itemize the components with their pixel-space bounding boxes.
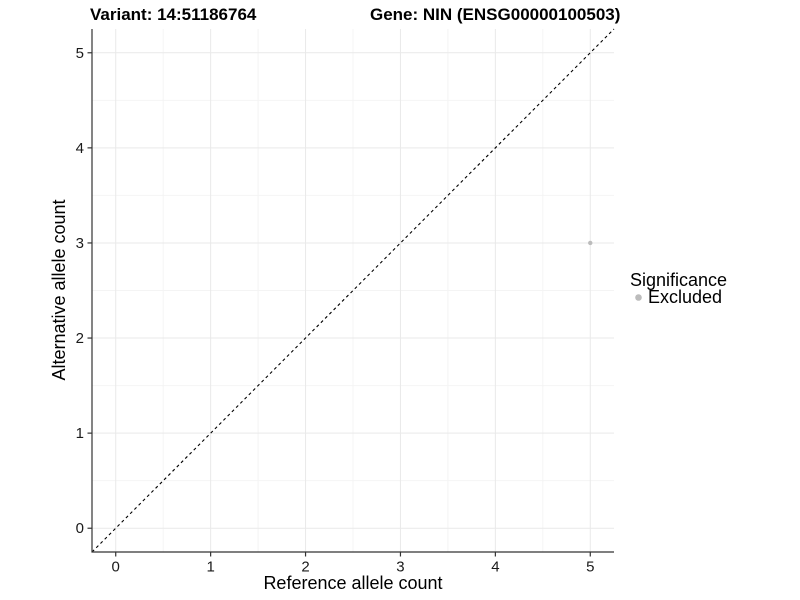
legend-title: Significance [630, 270, 727, 290]
x-tick-label: 0 [112, 559, 120, 576]
x-tick-label: 4 [491, 559, 499, 576]
axis-lines-and-ticks [87, 29, 614, 557]
y-tick-label: 5 [76, 45, 84, 62]
tick-labels: 0 1 2 3 4 5 0 1 2 3 4 5 [76, 45, 595, 576]
y-tick-label: 0 [76, 520, 84, 537]
gridlines-minor [92, 29, 614, 552]
x-tick-label: 2 [301, 559, 309, 576]
data-points [588, 240, 593, 246]
gridlines-major [92, 29, 614, 552]
legend-item-excluded: Excluded [648, 287, 722, 307]
y-tick-label: 3 [76, 235, 84, 252]
data-point [588, 240, 593, 246]
gene-title: Gene: NIN (ENSG00000100503) [370, 5, 620, 24]
x-axis-label: Reference allele count [263, 573, 442, 593]
x-tick-label: 1 [206, 559, 214, 576]
y-axis-label: Alternative allele count [49, 199, 69, 380]
y-tick-label: 2 [76, 330, 84, 347]
variant-title: Variant: 14:51186764 [90, 5, 257, 24]
x-tick-label: 3 [396, 559, 404, 576]
x-tick-label: 5 [586, 559, 594, 576]
legend-marker-excluded-icon [635, 294, 642, 301]
y-tick-label: 1 [76, 425, 84, 442]
y-tick-label: 4 [76, 140, 84, 157]
